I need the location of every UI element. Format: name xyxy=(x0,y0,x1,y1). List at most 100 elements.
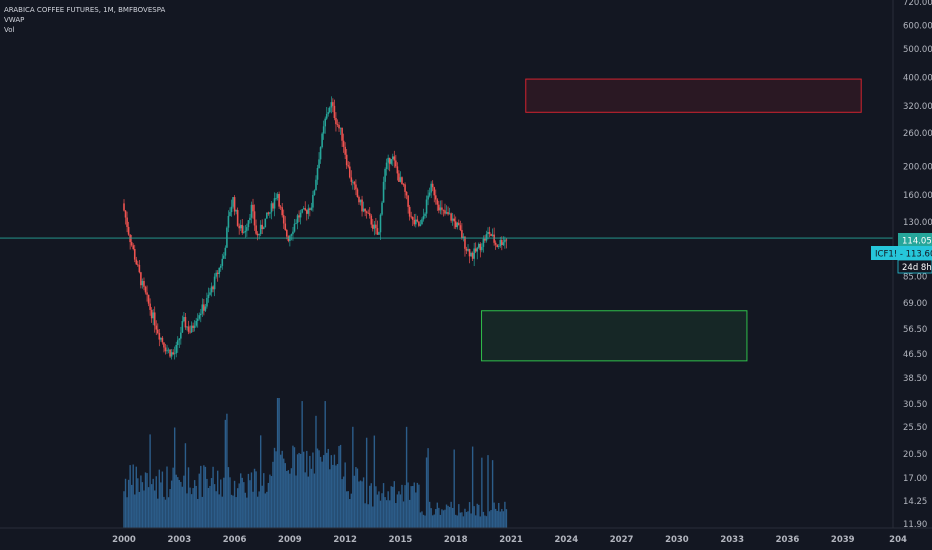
volume-bar xyxy=(471,446,474,528)
candle-body xyxy=(233,197,236,212)
volume-bar xyxy=(390,486,392,528)
candle-body xyxy=(198,315,201,319)
resistance-zone[interactable] xyxy=(525,78,862,113)
candle-body xyxy=(454,221,457,228)
volume-bar xyxy=(422,514,425,528)
volume-bar xyxy=(465,512,468,528)
indicator-volume[interactable]: Vol xyxy=(4,26,15,34)
candle-body xyxy=(391,156,394,160)
volume-bar xyxy=(258,491,260,528)
symbol-badge xyxy=(871,246,932,260)
volume-bar xyxy=(184,443,187,528)
volume-bar xyxy=(200,465,202,528)
volume-bar xyxy=(210,478,213,528)
candle-body xyxy=(309,208,311,210)
volume-bar xyxy=(385,500,388,528)
volume-bar xyxy=(438,507,440,528)
candle-body xyxy=(183,317,185,322)
candle-body xyxy=(247,220,250,228)
candle-body xyxy=(269,212,271,214)
volume-bar xyxy=(399,494,402,528)
support-zone[interactable] xyxy=(481,310,748,362)
candle-body xyxy=(167,349,170,351)
volume-bar xyxy=(220,479,222,528)
candle-body xyxy=(365,211,368,213)
volume-bar xyxy=(427,448,429,528)
volume-bar xyxy=(123,491,125,528)
candle-body xyxy=(505,239,508,241)
volume-bar xyxy=(359,480,362,528)
candle-body xyxy=(376,228,379,235)
volume-bar xyxy=(269,474,271,528)
candle-body xyxy=(411,217,414,220)
volume-bar xyxy=(442,510,445,528)
volume-bar xyxy=(456,515,458,528)
time-axis[interactable]: 2000 2003 2006 2009 2012 2015 2018 2021 2024 2027… xyxy=(112,535,907,545)
time-tick-label: 2012 xyxy=(333,535,357,545)
candle-body xyxy=(395,160,397,167)
volume-bar xyxy=(432,515,434,528)
candle-body xyxy=(166,350,168,352)
price-tick-label: 600.00 xyxy=(903,21,932,31)
volume-bar xyxy=(329,469,331,528)
volume-bar xyxy=(264,493,266,528)
candle-body xyxy=(499,240,502,247)
candle-body xyxy=(396,166,399,174)
candle-body xyxy=(428,192,431,196)
volume-bar xyxy=(266,491,268,528)
volume-bar xyxy=(206,478,208,528)
price-axis[interactable]: 720.00 600.00 500.00 400.00 320.00 260.00 200.… xyxy=(903,0,932,530)
candle-body xyxy=(422,216,425,220)
candle-body xyxy=(433,187,436,196)
volume-bar xyxy=(279,454,282,528)
candle-body xyxy=(301,209,303,213)
volume-bar xyxy=(372,506,374,528)
volume-bar xyxy=(393,481,396,528)
volume-bar xyxy=(373,435,376,528)
volume-tick-label: 14.25 xyxy=(903,497,927,507)
candle-body xyxy=(284,223,287,231)
volume-bar xyxy=(132,464,134,528)
volume-bar xyxy=(487,455,489,528)
candle-body xyxy=(427,195,429,200)
candle-body xyxy=(333,105,336,119)
volume-bar xyxy=(491,460,494,528)
volume-bar xyxy=(484,515,486,528)
price-tick-label: 56.50 xyxy=(903,325,927,335)
candle-body xyxy=(215,272,217,277)
candle-body xyxy=(375,224,377,229)
countdown-badge-text: 24d 8h xyxy=(902,263,932,273)
volume-bar xyxy=(275,451,277,528)
volume-bar xyxy=(290,468,293,528)
volume-bar xyxy=(230,494,233,528)
time-tick-label: 2018 xyxy=(444,535,468,545)
volume-bar xyxy=(187,467,190,528)
volume-bar xyxy=(281,450,283,528)
volume-bar xyxy=(365,437,368,528)
candle-body xyxy=(421,219,423,225)
volume-bar xyxy=(339,444,342,528)
volume-bar xyxy=(462,516,465,528)
volume-bar xyxy=(430,508,432,528)
candle-body xyxy=(261,224,264,230)
volume-bar xyxy=(387,491,389,528)
candle-body xyxy=(184,317,187,328)
zones[interactable] xyxy=(481,78,862,362)
volume-bar xyxy=(501,508,503,528)
indicator-vwap[interactable]: VWAP xyxy=(4,16,25,24)
candle-body xyxy=(332,102,334,106)
candle-body xyxy=(352,181,354,183)
candle-body xyxy=(278,194,280,207)
candle-body xyxy=(488,231,491,234)
candle-body xyxy=(190,325,193,333)
volume-bar xyxy=(215,491,217,528)
volume-bar xyxy=(144,472,147,528)
volume-bar xyxy=(402,501,405,528)
volume-bar xyxy=(315,415,317,528)
time-tick-label: 2006 xyxy=(223,535,247,545)
volume-bar xyxy=(157,498,159,528)
candle-body xyxy=(138,264,141,273)
volume-bar xyxy=(407,482,409,528)
volume-bar xyxy=(129,465,131,528)
